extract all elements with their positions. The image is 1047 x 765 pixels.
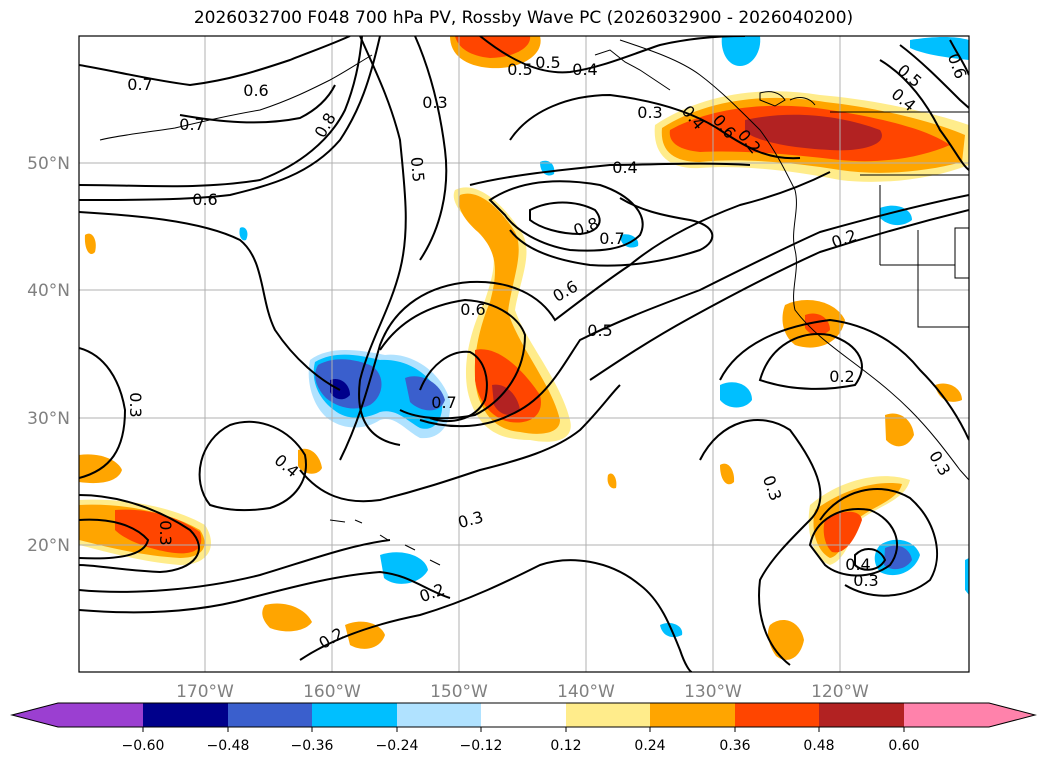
contour-label: 0.7 [599, 229, 624, 248]
lon-label: 170°W [176, 682, 234, 702]
coastlines [99, 39, 969, 566]
contour-label: 0.6 [192, 190, 217, 209]
colorbar-segment [735, 703, 819, 727]
colorbar-extend-high [989, 703, 1035, 727]
contour-label: 0.5 [507, 60, 532, 79]
shaded-anomalies [79, 36, 969, 660]
lon-label: 140°W [557, 682, 615, 702]
latitude-labels: 50°N 40°N 30°N 20°N [27, 154, 70, 556]
colorbar-extend-low [12, 703, 58, 727]
colorbar-ticks [142, 727, 905, 732]
colorbar-segment [58, 703, 143, 727]
colorbar-tick-label: −0.24 [376, 738, 419, 754]
map-area: 0.7 0.6 0.7 0.8 0.3 0.5 0.4 0.5 0.3 0.6 … [79, 36, 969, 672]
contour-label: 0.7 [127, 75, 152, 94]
colorbar-tick-label: −0.60 [122, 738, 165, 754]
contour-label: 0.3 [156, 520, 175, 545]
contour-label: 0.6 [243, 81, 268, 100]
anomaly-bc-core [745, 114, 882, 151]
contour-label: 0.4 [612, 158, 637, 177]
contour-label: 0.5 [587, 321, 612, 340]
colorbar-segment [566, 703, 650, 727]
lon-label: 130°W [684, 682, 742, 702]
map-gridlines [79, 36, 969, 672]
contour-label: 0.6 [460, 300, 485, 319]
contour-label: 0.2 [829, 367, 854, 386]
pv-contours [79, 36, 969, 672]
lat-label: 50°N [27, 154, 70, 174]
colorbar-tick-label: 0.60 [888, 738, 919, 754]
colorbar-tick-label: 0.36 [719, 738, 750, 754]
colorbar-segment [481, 703, 566, 727]
anomaly-top-blue [721, 36, 761, 66]
contour-label: 0.5 [535, 53, 560, 72]
contour-label: 0.4 [572, 60, 597, 79]
map-frame [78, 35, 970, 673]
contour-label: 0.4 [845, 555, 870, 574]
colorbar-tick-label: 0.24 [634, 738, 665, 754]
colorbar-tick-label: 0.12 [550, 738, 581, 754]
colorbar-tick-label: −0.48 [207, 738, 250, 754]
lon-label: 120°W [811, 682, 869, 702]
colorbar-segment [904, 703, 989, 727]
lat-label: 40°N [27, 281, 70, 301]
contour-label: 0.7 [179, 115, 204, 134]
colorbar-segment [143, 703, 228, 727]
colorbar: −0.60 −0.48 −0.36 −0.24 −0.12 0.12 0.24 … [10, 702, 1037, 754]
contour-label: 0.3 [853, 571, 878, 590]
contour-label: 0.7 [431, 393, 456, 412]
colorbar-segment [650, 703, 735, 727]
colorbar-tick-label: −0.12 [460, 738, 503, 754]
lon-label: 150°W [430, 682, 488, 702]
chart-title: 2026032700 F048 700 hPa PV, Rossby Wave … [193, 8, 854, 28]
colorbar-segment [228, 703, 312, 727]
longitude-labels: 170°W 160°W 150°W 140°W 130°W 120°W [176, 682, 869, 702]
lat-label: 30°N [27, 409, 70, 429]
colorbar-tick-label: −0.36 [291, 738, 334, 754]
contour-label: 0.3 [422, 93, 447, 112]
lon-label: 160°W [303, 682, 361, 702]
colorbar-segment [397, 703, 481, 727]
lat-label: 20°N [27, 536, 70, 556]
contour-label: 0.5 [407, 156, 428, 183]
contour-label: 0.3 [126, 392, 145, 417]
colorbar-tick-label: 0.48 [803, 738, 834, 754]
contour-label: 0.3 [637, 103, 662, 122]
colorbar-segment [312, 703, 397, 727]
colorbar-segment [819, 703, 904, 727]
